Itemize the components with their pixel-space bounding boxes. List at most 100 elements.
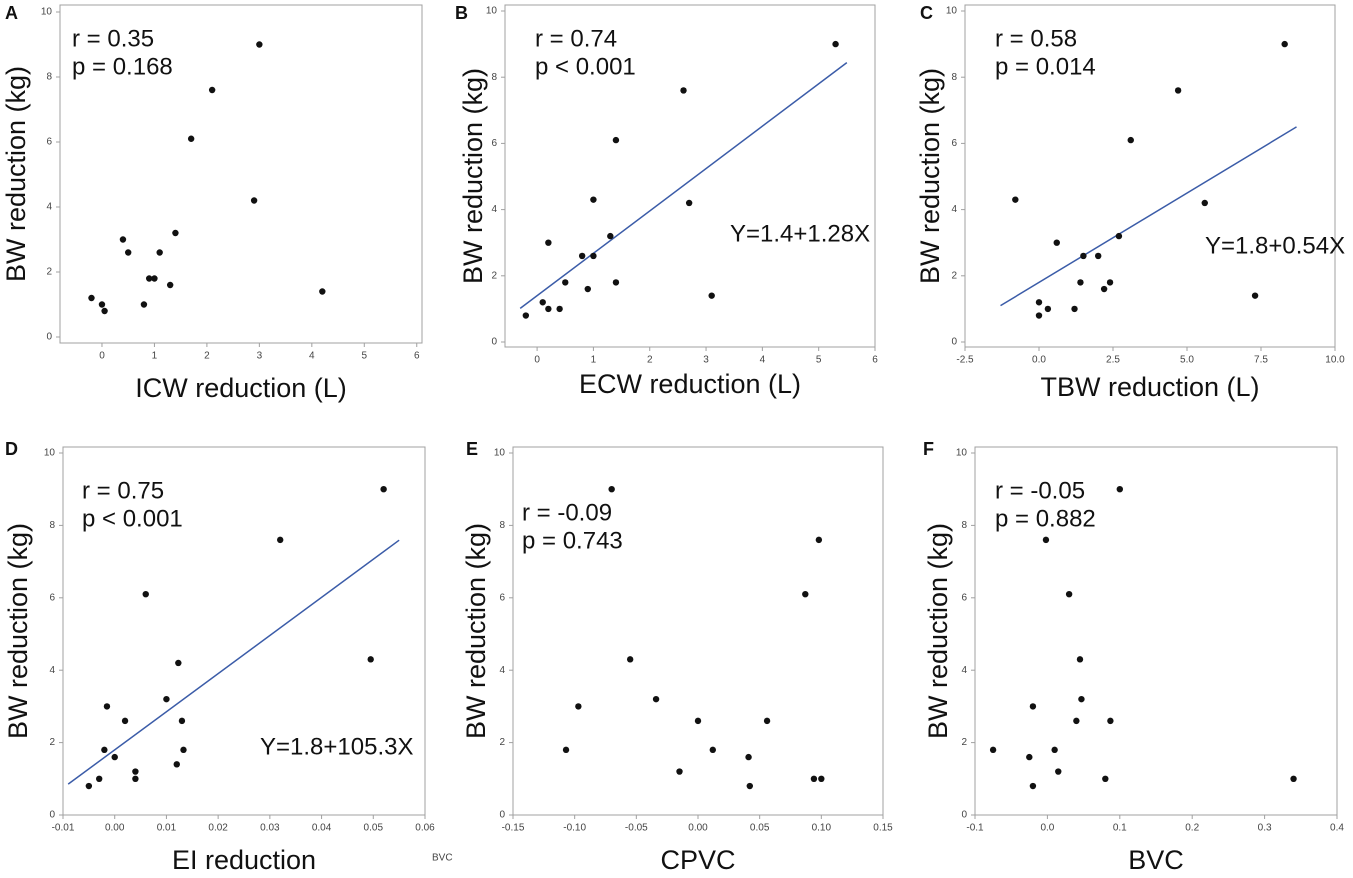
x-tick-label: 5 [362,351,368,362]
point [277,536,284,544]
annotation: p < 0.001 [82,505,183,532]
point [1095,252,1102,260]
point [151,275,158,282]
point [763,717,771,725]
x-tick-label: 2 [647,355,653,366]
y-tick-label: 2 [499,737,505,748]
x-tick-label: 0.05 [364,823,384,834]
y-axis-label: BW reduction (kg) [915,68,945,284]
point [539,299,546,306]
point [1029,703,1037,710]
annotation: p < 0.001 [535,53,636,80]
point [1290,775,1297,782]
y-tick-label: 10 [41,7,53,18]
x-tick-label: -2.5 [956,355,974,366]
x-axis-label: BVC [1128,845,1184,875]
y-tick-label: 0 [46,332,52,343]
y-axis-label: BW reduction (kg) [1,66,31,282]
y-tick-label: 8 [46,72,52,83]
point [1044,305,1052,313]
x-tick-label: 5.0 [1180,355,1194,366]
point [1012,196,1019,203]
plot-frame [59,4,423,344]
x-tick-label: -0.1 [966,823,984,834]
point [180,746,187,754]
point [175,659,182,667]
point [818,775,825,782]
point [562,279,569,286]
y-tick-label: 4 [491,204,497,215]
point [709,746,716,754]
annotation: p = 0.168 [72,53,173,80]
x-tick-label: 0.0 [1032,355,1046,366]
x-tick-label: 0 [99,351,105,362]
point [522,312,530,319]
x-axis-label: EI reduction [172,845,316,875]
y-tick-label: 2 [46,267,52,278]
point [608,486,615,493]
x-axis-label: CPVC [660,845,735,875]
y-tick-label: 4 [499,665,505,676]
point [1055,768,1062,775]
x-tick-label: 4 [760,355,766,366]
y-tick-label: 8 [49,520,55,531]
x-tick-label: 0 [534,355,540,366]
point [1106,279,1114,286]
point [652,695,660,703]
y-tick-label: 8 [951,72,957,83]
point [145,275,153,282]
point [545,239,552,246]
point [250,197,258,204]
point [96,775,103,782]
point [156,249,163,256]
x-tick-label: 0.00 [105,823,125,834]
point [125,249,132,256]
point [132,775,139,782]
point [1035,299,1043,306]
point [101,746,108,754]
plot-frame [504,4,876,348]
point [208,86,216,94]
point [815,536,823,544]
point [256,41,263,48]
x-tick-label: 0.01 [157,823,177,834]
point [802,590,809,598]
point [578,252,586,260]
y-tick-label: 4 [49,665,55,676]
y-axis-label: BW reduction (kg) [461,523,491,739]
y-tick-label: 8 [491,72,497,83]
x-tick-label: 0.3 [1258,823,1272,834]
point [612,136,620,144]
x-tick-label: -0.05 [625,823,648,834]
point [590,252,597,260]
annotation: r = 0.58 [995,25,1077,52]
y-tick-label: 6 [499,592,505,603]
point [1051,746,1058,754]
y-axis-label: BW reduction (kg) [458,68,488,284]
point [140,301,148,308]
plot-frame [964,4,1336,348]
point [103,703,111,710]
point [556,305,563,313]
fit-equation: Y=1.8+0.54X [1205,232,1345,259]
annotation: p = 0.743 [522,527,623,554]
x-tick-label: 0.15 [873,823,893,834]
point [367,656,374,663]
x-tick-label: 1 [152,351,158,362]
panel-label: E [466,439,478,459]
y-tick-label: 2 [49,737,55,748]
point [111,753,118,761]
point [1053,239,1060,246]
y-tick-label: 6 [491,138,497,149]
point [1029,782,1037,790]
x-axis-label: ECW reduction (L) [579,369,801,399]
x-tick-label: 3 [257,351,263,362]
point [1026,753,1033,761]
point [1071,305,1078,313]
point [1077,279,1084,286]
panel-label: C [920,3,933,23]
point [575,703,582,710]
point [163,695,170,703]
point [545,305,552,313]
point [166,281,174,289]
